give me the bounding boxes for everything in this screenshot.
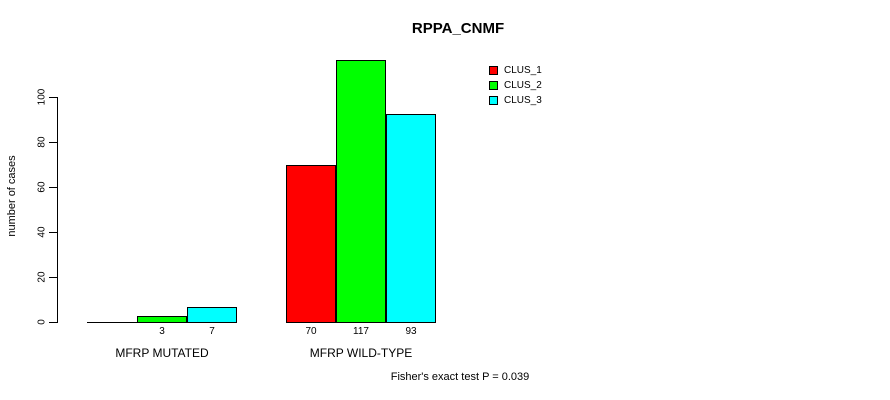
legend-row: CLUS_3 bbox=[489, 93, 542, 108]
y-tick-mark bbox=[49, 232, 57, 233]
y-tick-mark bbox=[49, 97, 57, 98]
legend: CLUS_1 CLUS_2 CLUS_3 bbox=[489, 63, 542, 108]
y-tick-label: 40 bbox=[36, 226, 48, 238]
legend-label: CLUS_2 bbox=[504, 80, 542, 91]
bar-value-label: 93 bbox=[405, 326, 417, 337]
chart-title: RPPA_CNMF bbox=[411, 20, 505, 37]
bar-value-label: 117 bbox=[353, 326, 369, 337]
y-tick-label: 20 bbox=[36, 271, 48, 283]
legend-label: CLUS_3 bbox=[504, 95, 542, 106]
bar bbox=[137, 316, 187, 323]
legend-swatch bbox=[489, 66, 498, 75]
legend-swatch bbox=[489, 81, 498, 90]
y-tick-label: 60 bbox=[36, 181, 48, 193]
bar bbox=[286, 165, 336, 323]
y-tick-label: 100 bbox=[36, 88, 48, 106]
legend-label: CLUS_1 bbox=[504, 65, 542, 76]
bar-value-label: 3 bbox=[159, 326, 165, 337]
y-tick-label: 80 bbox=[36, 136, 48, 148]
y-tick-mark bbox=[49, 277, 57, 278]
x-group-label: MFRP MUTATED bbox=[115, 346, 209, 360]
legend-swatch bbox=[489, 96, 498, 105]
y-axis-line bbox=[57, 97, 58, 323]
y-tick-mark bbox=[49, 187, 57, 188]
x-group-label: MFRP WILD-TYPE bbox=[309, 346, 413, 360]
y-tick-label: 0 bbox=[36, 319, 48, 325]
bar-value-label: 7 bbox=[209, 326, 215, 337]
bar bbox=[187, 307, 237, 323]
bar bbox=[87, 322, 137, 323]
legend-row: CLUS_2 bbox=[489, 78, 542, 93]
y-tick-mark bbox=[49, 142, 57, 143]
y-tick-mark bbox=[49, 322, 57, 323]
footer-stat-text: Fisher's exact test P = 0.039 bbox=[390, 371, 530, 383]
bar bbox=[336, 60, 386, 323]
bar bbox=[386, 114, 436, 323]
legend-row: CLUS_1 bbox=[489, 63, 542, 78]
bar-value-label: 70 bbox=[305, 326, 317, 337]
y-axis-title: number of cases bbox=[6, 155, 18, 237]
